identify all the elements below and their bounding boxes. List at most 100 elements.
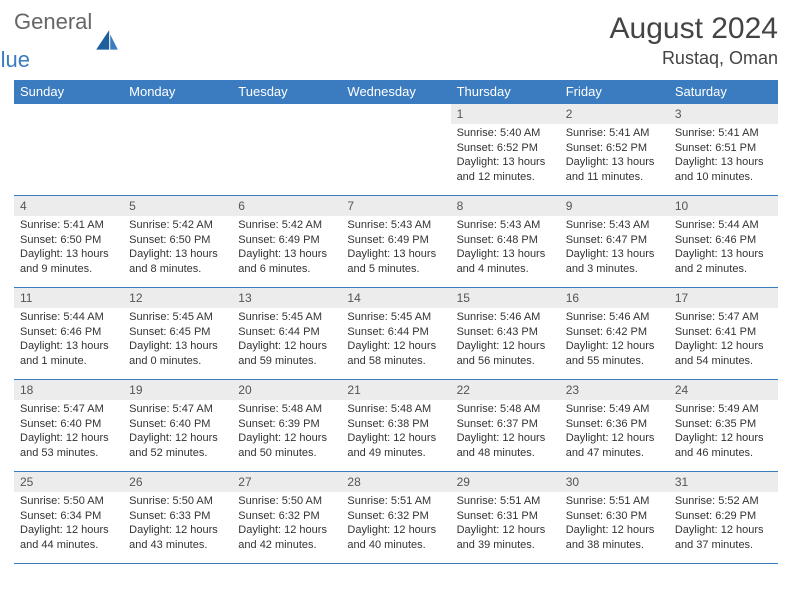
logo-text-blue: Blue (0, 50, 92, 70)
sunrise-text: Sunrise: 5:45 AM (347, 310, 444, 325)
daylight-text: Daylight: 12 hours and 47 minutes. (566, 431, 663, 461)
calendar-cell: 7Sunrise: 5:43 AMSunset: 6:49 PMDaylight… (341, 195, 450, 287)
sunrise-text: Sunrise: 5:48 AM (238, 402, 335, 417)
sunrise-text: Sunrise: 5:52 AM (675, 494, 772, 509)
daylight-text: Daylight: 12 hours and 43 minutes. (129, 523, 226, 553)
day-number: 27 (232, 472, 341, 492)
sunrise-text: Sunrise: 5:48 AM (457, 402, 554, 417)
daylight-text: Daylight: 13 hours and 10 minutes. (675, 155, 772, 185)
title-block: August 2024 Rustaq, Oman (610, 12, 778, 69)
sunrise-text: Sunrise: 5:40 AM (457, 126, 554, 141)
sunset-text: Sunset: 6:41 PM (675, 325, 772, 340)
sunset-text: Sunset: 6:38 PM (347, 417, 444, 432)
sunset-text: Sunset: 6:52 PM (457, 141, 554, 156)
day-body: Sunrise: 5:42 AMSunset: 6:50 PMDaylight:… (123, 216, 232, 279)
sunrise-text: Sunrise: 5:47 AM (20, 402, 117, 417)
daylight-text: Daylight: 12 hours and 40 minutes. (347, 523, 444, 553)
daylight-text: Daylight: 12 hours and 52 minutes. (129, 431, 226, 461)
daylight-text: Daylight: 12 hours and 38 minutes. (566, 523, 663, 553)
sunrise-text: Sunrise: 5:41 AM (20, 218, 117, 233)
sunset-text: Sunset: 6:43 PM (457, 325, 554, 340)
column-header: Saturday (669, 80, 778, 104)
daylight-text: Daylight: 13 hours and 11 minutes. (566, 155, 663, 185)
daylight-text: Daylight: 12 hours and 50 minutes. (238, 431, 335, 461)
daylight-text: Daylight: 12 hours and 55 minutes. (566, 339, 663, 369)
day-body: Sunrise: 5:46 AMSunset: 6:42 PMDaylight:… (560, 308, 669, 371)
sunrise-text: Sunrise: 5:47 AM (129, 402, 226, 417)
day-body: Sunrise: 5:41 AMSunset: 6:52 PMDaylight:… (560, 124, 669, 187)
calendar-cell: 25Sunrise: 5:50 AMSunset: 6:34 PMDayligh… (14, 471, 123, 563)
day-number: 29 (451, 472, 560, 492)
day-body: Sunrise: 5:51 AMSunset: 6:31 PMDaylight:… (451, 492, 560, 555)
calendar-week: 25Sunrise: 5:50 AMSunset: 6:34 PMDayligh… (14, 471, 778, 563)
sunset-text: Sunset: 6:35 PM (675, 417, 772, 432)
calendar-cell: 22Sunrise: 5:48 AMSunset: 6:37 PMDayligh… (451, 379, 560, 471)
calendar-cell: 30Sunrise: 5:51 AMSunset: 6:30 PMDayligh… (560, 471, 669, 563)
calendar-cell: 21Sunrise: 5:48 AMSunset: 6:38 PMDayligh… (341, 379, 450, 471)
day-body: Sunrise: 5:49 AMSunset: 6:36 PMDaylight:… (560, 400, 669, 463)
sunrise-text: Sunrise: 5:42 AM (238, 218, 335, 233)
calendar-cell (341, 103, 450, 195)
day-body: Sunrise: 5:51 AMSunset: 6:30 PMDaylight:… (560, 492, 669, 555)
day-number: 21 (341, 380, 450, 400)
calendar-table: SundayMondayTuesdayWednesdayThursdayFrid… (14, 80, 778, 564)
sunset-text: Sunset: 6:49 PM (238, 233, 335, 248)
sunrise-text: Sunrise: 5:51 AM (566, 494, 663, 509)
calendar-cell: 6Sunrise: 5:42 AMSunset: 6:49 PMDaylight… (232, 195, 341, 287)
sunset-text: Sunset: 6:31 PM (457, 509, 554, 524)
day-number: 8 (451, 196, 560, 216)
day-number: 23 (560, 380, 669, 400)
sunrise-text: Sunrise: 5:49 AM (566, 402, 663, 417)
day-body: Sunrise: 5:42 AMSunset: 6:49 PMDaylight:… (232, 216, 341, 279)
daylight-text: Daylight: 13 hours and 3 minutes. (566, 247, 663, 277)
day-number: 14 (341, 288, 450, 308)
day-number: 11 (14, 288, 123, 308)
sunrise-text: Sunrise: 5:45 AM (238, 310, 335, 325)
daylight-text: Daylight: 13 hours and 6 minutes. (238, 247, 335, 277)
day-number (232, 104, 341, 108)
calendar-cell: 3Sunrise: 5:41 AMSunset: 6:51 PMDaylight… (669, 103, 778, 195)
day-number (341, 104, 450, 108)
day-number: 18 (14, 380, 123, 400)
header: General Blue August 2024 Rustaq, Oman (14, 12, 778, 70)
day-number: 1 (451, 104, 560, 124)
column-header: Thursday (451, 80, 560, 104)
day-body: Sunrise: 5:50 AMSunset: 6:34 PMDaylight:… (14, 492, 123, 555)
daylight-text: Daylight: 13 hours and 9 minutes. (20, 247, 117, 277)
column-header: Monday (123, 80, 232, 104)
calendar-cell: 19Sunrise: 5:47 AMSunset: 6:40 PMDayligh… (123, 379, 232, 471)
sunset-text: Sunset: 6:52 PM (566, 141, 663, 156)
day-body: Sunrise: 5:45 AMSunset: 6:45 PMDaylight:… (123, 308, 232, 371)
daylight-text: Daylight: 12 hours and 44 minutes. (20, 523, 117, 553)
sunset-text: Sunset: 6:51 PM (675, 141, 772, 156)
day-body: Sunrise: 5:52 AMSunset: 6:29 PMDaylight:… (669, 492, 778, 555)
calendar-cell: 8Sunrise: 5:43 AMSunset: 6:48 PMDaylight… (451, 195, 560, 287)
sunrise-text: Sunrise: 5:42 AM (129, 218, 226, 233)
calendar-week: 11Sunrise: 5:44 AMSunset: 6:46 PMDayligh… (14, 287, 778, 379)
sunset-text: Sunset: 6:33 PM (129, 509, 226, 524)
calendar-cell: 15Sunrise: 5:46 AMSunset: 6:43 PMDayligh… (451, 287, 560, 379)
daylight-text: Daylight: 12 hours and 46 minutes. (675, 431, 772, 461)
daylight-text: Daylight: 12 hours and 49 minutes. (347, 431, 444, 461)
column-header: Friday (560, 80, 669, 104)
daylight-text: Daylight: 12 hours and 53 minutes. (20, 431, 117, 461)
sunset-text: Sunset: 6:39 PM (238, 417, 335, 432)
sunset-text: Sunset: 6:44 PM (347, 325, 444, 340)
daylight-text: Daylight: 13 hours and 1 minute. (20, 339, 117, 369)
sunrise-text: Sunrise: 5:41 AM (566, 126, 663, 141)
sunrise-text: Sunrise: 5:51 AM (457, 494, 554, 509)
day-number (14, 104, 123, 108)
day-number: 31 (669, 472, 778, 492)
day-number: 9 (560, 196, 669, 216)
day-number (123, 104, 232, 108)
day-body: Sunrise: 5:47 AMSunset: 6:40 PMDaylight:… (123, 400, 232, 463)
daylight-text: Daylight: 12 hours and 59 minutes. (238, 339, 335, 369)
day-number: 24 (669, 380, 778, 400)
sunset-text: Sunset: 6:50 PM (129, 233, 226, 248)
daylight-text: Daylight: 12 hours and 56 minutes. (457, 339, 554, 369)
month-title: August 2024 (610, 12, 778, 46)
sunrise-text: Sunrise: 5:49 AM (675, 402, 772, 417)
sunset-text: Sunset: 6:50 PM (20, 233, 117, 248)
sunrise-text: Sunrise: 5:50 AM (238, 494, 335, 509)
calendar-cell: 9Sunrise: 5:43 AMSunset: 6:47 PMDaylight… (560, 195, 669, 287)
